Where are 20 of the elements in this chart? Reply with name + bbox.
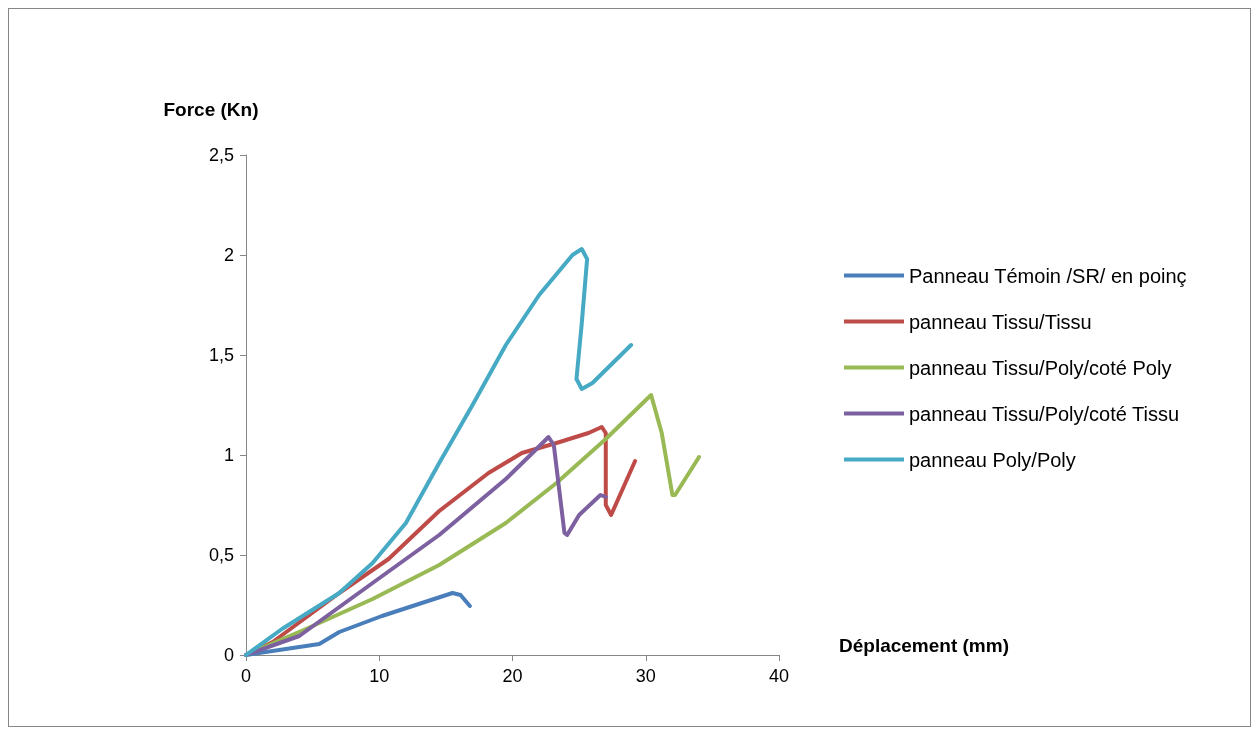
y-tick-label: 1	[223, 445, 234, 465]
y-axis-title: Force (Kn)	[163, 99, 259, 120]
line-series	[244, 247, 634, 657]
legend-label: panneau Tissu/Poly/coté Poly	[909, 356, 1172, 379]
x-tick-label: 20	[502, 666, 523, 686]
x-axis-title: Déplacement (mm)	[839, 635, 1009, 656]
legend-label: panneau Tissu/Tissu	[909, 310, 1092, 333]
y-tick-label: 2	[223, 245, 234, 265]
legend-label: panneau Tissu/Poly/coté Tissu	[909, 402, 1180, 425]
y-tick-label: 1,5	[208, 345, 234, 365]
y-tick-label: 0	[223, 645, 234, 665]
legend-label: panneau Poly/Poly	[909, 448, 1076, 471]
line-series	[244, 591, 472, 657]
x-tick-label: 30	[635, 666, 656, 686]
x-tick-label: 0	[240, 666, 252, 686]
legend-label: Panneau Témoin /SR/ en poinç	[909, 264, 1187, 287]
x-tick-label: 40	[768, 666, 790, 686]
x-tick-label: 10	[369, 666, 390, 686]
y-tick-label: 2,5	[208, 145, 234, 165]
y-tick-label: 0,5	[208, 545, 234, 565]
